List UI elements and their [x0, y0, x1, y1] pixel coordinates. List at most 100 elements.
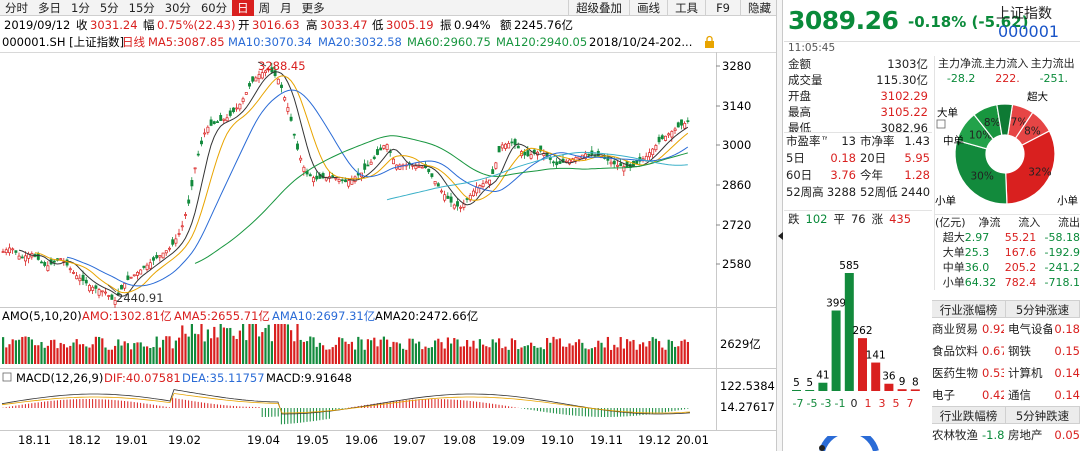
tool-button-2[interactable]: 工具	[667, 0, 705, 16]
period-tab-7[interactable]: 日	[232, 0, 254, 16]
panel-splitter[interactable]	[776, 0, 783, 451]
volume-bar	[645, 346, 648, 364]
volume-bar	[469, 346, 472, 364]
volume-bar	[107, 349, 110, 364]
flow-header-cell: 流入	[1018, 216, 1041, 229]
expand-icon[interactable]	[936, 119, 946, 129]
sector-row[interactable]: 农林牧渔 -1.83 房地产 0.05	[932, 424, 1080, 446]
flow-out: -58.18	[1044, 231, 1080, 244]
period-tab-0[interactable]: 分时	[5, 0, 28, 15]
volume-bar	[213, 326, 216, 364]
pie-slice	[1005, 130, 1056, 205]
kline-chart[interactable]: 2019/09/12 收 3031.24 幅 0.75%(22.43) 开 30…	[0, 0, 776, 451]
tool-button-3[interactable]: F9	[705, 0, 740, 16]
tab-5min-drop[interactable]: 5分钟跌速	[1006, 407, 1080, 423]
volume-bar	[296, 324, 299, 364]
sector-value: -1.83	[982, 428, 1004, 442]
collapse-arrow-icon[interactable]	[778, 232, 783, 240]
mainforce-value: 222.	[995, 72, 1020, 85]
candle-body	[398, 164, 402, 170]
valuation-label-2: 今年	[860, 168, 883, 182]
pie-label: 32%	[1028, 167, 1051, 179]
volume-bar	[514, 340, 517, 364]
sector-row[interactable]: 商业贸易 0.92 电气设备 0.18	[932, 318, 1080, 340]
period-tab-5[interactable]: 30分	[164, 0, 191, 15]
lock-icon[interactable]	[705, 35, 714, 49]
breadth-flat: 76	[850, 212, 866, 226]
sector-row[interactable]: 电子 0.42 通信 0.14	[932, 384, 1080, 406]
period-tab-6[interactable]: 60分	[200, 0, 228, 15]
ma-kind: 日线	[122, 35, 145, 49]
flow-header: (亿元) 净流 流入 流出	[935, 215, 1080, 230]
volume-bar	[424, 346, 427, 364]
volume-bar	[232, 335, 235, 364]
volume-bar	[485, 346, 488, 364]
volume-bar	[75, 339, 78, 364]
volume-bar	[363, 349, 366, 364]
period-tab-4[interactable]: 15分	[128, 0, 155, 15]
period-tab-1[interactable]: 多日	[38, 0, 61, 15]
candle-body	[648, 152, 651, 158]
candle-body	[484, 181, 488, 184]
volume-bar	[507, 349, 510, 364]
period-tab-8[interactable]: 周	[258, 0, 271, 15]
tab-5min-speed[interactable]: 5分钟涨速	[1006, 301, 1080, 317]
tab-sector-losers[interactable]: 行业跌幅榜	[932, 407, 1006, 423]
tab-sector-gainers[interactable]: 行业涨幅榜	[932, 301, 1006, 317]
distribution-value: 262	[852, 325, 872, 337]
sector-value-2: 0.18	[1054, 322, 1080, 336]
period-tab-2[interactable]: 1分	[71, 0, 90, 15]
distribution-axis-label: -3	[821, 397, 832, 410]
candlesticks[interactable]	[1, 62, 690, 308]
candle-body	[568, 159, 571, 165]
volume-bar	[133, 343, 136, 364]
volume-bar	[555, 339, 558, 364]
volume-bar	[354, 349, 357, 364]
tool-button-4[interactable]: 隐藏	[740, 0, 778, 16]
volume-bar	[309, 336, 312, 364]
volume-bar	[603, 347, 606, 364]
volume-bar	[238, 330, 241, 364]
ama10-value: AMA10:2697.31亿	[272, 309, 375, 323]
period-tabs: 分时 多日 1分 5分 15分 30分 60分日周月更多	[0, 0, 330, 16]
pie-category-label: 大单	[937, 106, 958, 119]
sector-row[interactable]: 医药生物 0.53 计算机 0.14	[932, 362, 1080, 384]
volume-bar	[638, 344, 641, 364]
period-tab-9[interactable]: 月	[280, 0, 292, 15]
volume-bar	[370, 340, 373, 364]
candle-body	[609, 161, 613, 165]
volume-bar	[418, 341, 421, 364]
candle-body	[443, 194, 447, 201]
period-tab-3[interactable]: 5分	[99, 0, 119, 15]
tool-button-1[interactable]: 画线	[629, 0, 667, 16]
volume-bar	[488, 347, 491, 364]
period-tab-10[interactable]: 更多	[301, 0, 325, 15]
candle-body	[260, 72, 264, 79]
candle-body	[187, 199, 191, 204]
ma-bar: 000001.SH [上证指数] 日线 MA5:3087.85 MA10:307…	[2, 35, 714, 49]
volume-bar	[680, 340, 683, 364]
mainforce-value: -251.	[1039, 72, 1069, 85]
volume-bar	[475, 348, 478, 364]
info-open: 3016.63	[252, 18, 300, 32]
flow-in: 55.21	[1004, 231, 1037, 244]
tool-button-0[interactable]: 超级叠加	[568, 0, 629, 16]
volume-bar	[261, 332, 264, 364]
candle-body	[363, 163, 367, 170]
volume-bar	[373, 337, 376, 364]
volume-bar	[322, 345, 325, 364]
candle-body	[113, 300, 117, 305]
stat-label: 最高	[788, 105, 811, 119]
date-tick: 18.11	[18, 433, 51, 447]
volume-bar	[181, 325, 184, 364]
quote-time: 11:05:45	[788, 42, 836, 54]
volume-bar	[117, 339, 120, 364]
sector-row[interactable]: 食品饮料 0.67 钢铁 0.15	[932, 340, 1080, 362]
volume-bar	[8, 344, 11, 364]
volume-bar	[318, 342, 321, 364]
gauge-icon	[819, 436, 879, 451]
sector-name: 商业贸易	[932, 322, 978, 336]
volume-bar	[392, 341, 395, 364]
stat-value: 115.30亿	[876, 73, 928, 87]
